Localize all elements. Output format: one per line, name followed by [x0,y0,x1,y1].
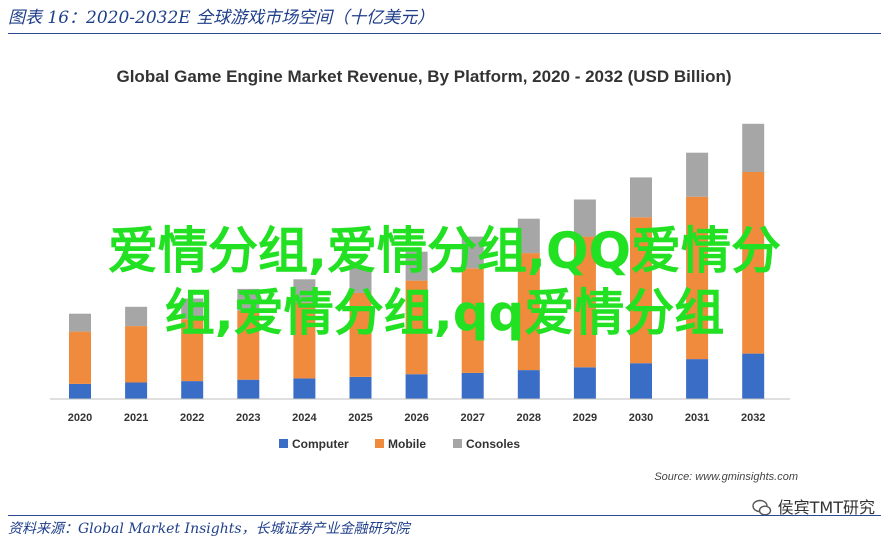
bar-consoles-2021 [125,306,148,327]
legend-swatch-mobile [375,439,384,448]
bar-consoles-2031 [686,152,709,197]
watermark-text: 侯宾TMT研究 [777,498,875,517]
figure-title: 图表 16：2020-2032E 全球游戏市场空间（十亿美元） [8,8,435,28]
chart-source: Source: www.gminsights.com [654,471,798,483]
bar-mobile-2027 [461,268,484,373]
bar-consoles-2025 [349,266,372,293]
bar-consoles-2028 [517,218,540,254]
bars-group [69,123,765,399]
bar-mobile-2020 [69,331,91,384]
bottom-rule [8,515,881,516]
legend-swatch-consoles [453,439,462,448]
bar-mobile-2029 [573,236,596,368]
bar-computer-2023 [237,379,260,399]
bar-mobile-2025 [349,293,372,377]
x-tick-label: 2031 [685,412,709,424]
bar-computer-2027 [461,372,484,399]
legend: Computer Mobile Consoles [279,437,520,451]
bar-computer-2025 [349,377,372,399]
bar-mobile-2026 [405,280,428,375]
bar-computer-2028 [517,370,540,399]
x-tick-label: 2032 [741,412,765,424]
x-tick-label: 2030 [629,412,653,424]
legend-label-consoles: Consoles [466,437,520,451]
bar-computer-2029 [573,367,596,399]
top-rule [8,33,881,34]
bar-consoles-2023 [237,288,260,311]
x-tick-label: 2027 [460,412,484,424]
bar-computer-2031 [686,359,709,399]
bar-mobile-2031 [686,196,709,360]
x-tick-labels: 2020 2021 2022 2023 2024 2025 2026 2027 2028 2029… [68,412,766,424]
legend-label-computer: Computer [292,437,349,451]
bar-consoles-2026 [405,251,428,281]
x-tick-label: 2026 [404,412,428,424]
x-tick-label: 2023 [236,412,260,424]
bar-computer-2021 [125,382,148,399]
x-tick-label: 2022 [180,412,204,424]
bar-consoles-2032 [742,123,765,172]
legend-label-mobile: Mobile [388,437,426,451]
bar-computer-2026 [405,374,428,399]
x-tick-label: 2029 [573,412,597,424]
x-tick-label: 2020 [68,412,92,424]
bar-mobile-2023 [237,310,260,380]
bar-computer-2030 [630,363,652,399]
bar-computer-2022 [181,381,204,399]
wechat-watermark: 侯宾TMT研究 [751,496,875,520]
chart-title: Global Game Engine Market Revenue, By Pl… [116,67,731,86]
wechat-icon [751,499,771,516]
legend-swatch-computer [279,439,288,448]
bar-mobile-2024 [293,302,316,379]
bar-mobile-2028 [517,253,540,371]
source-note: 资料来源：Global Market Insights，长城证券产业金融研究院 [8,521,410,537]
x-tick-label: 2025 [348,412,372,424]
x-tick-label: 2028 [517,412,541,424]
bar-consoles-2027 [461,236,484,269]
bar-mobile-2032 [742,171,765,354]
bar-consoles-2030 [630,177,652,218]
bar-consoles-2022 [181,298,204,320]
bar-computer-2020 [69,383,91,399]
x-tick-label: 2021 [124,412,148,424]
bar-mobile-2030 [630,217,652,364]
bar-mobile-2021 [125,326,148,383]
bar-consoles-2029 [573,199,596,237]
bar-mobile-2022 [181,319,204,382]
bar-consoles-2020 [69,313,91,332]
bar-computer-2024 [293,378,316,399]
x-tick-label: 2024 [292,412,317,424]
bar-computer-2032 [742,353,765,399]
bar-consoles-2024 [293,279,316,303]
